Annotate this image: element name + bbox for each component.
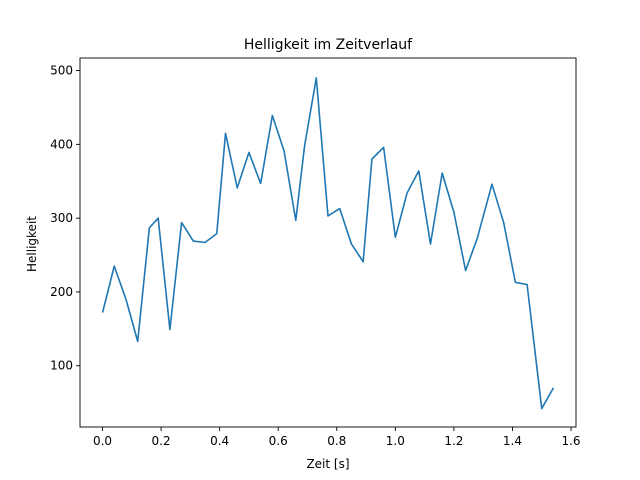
y-axis: 100 200 300 400 500 [50, 64, 80, 373]
y-tick-label: 500 [50, 64, 73, 78]
y-axis-label: Helligkeit [25, 216, 39, 272]
x-tick-label: 0.2 [152, 434, 171, 448]
plot-area [79, 57, 577, 428]
x-tick-label: 0.8 [327, 434, 346, 448]
y-tick-label: 300 [50, 211, 73, 225]
x-axis: 0.0 0.2 0.4 0.6 0.8 1.0 1.2 1.4 1.6 [93, 427, 581, 448]
plot-frame [79, 57, 577, 428]
x-tick-label: 0.6 [269, 434, 288, 448]
x-tick-label: 1.4 [503, 434, 522, 448]
chart-title: Helligkeit im Zeitverlauf [244, 37, 413, 53]
series-line-0 [101, 77, 555, 410]
x-tick-label: 0.0 [93, 434, 112, 448]
y-tick-label: 100 [50, 359, 73, 373]
x-tick-label: 1.2 [444, 434, 463, 448]
x-tick-label: 1.0 [386, 434, 405, 448]
x-tick-label: 1.6 [561, 434, 580, 448]
y-tick-label: 200 [50, 285, 73, 299]
y-tick-label: 400 [50, 137, 73, 151]
x-tick-label: 0.4 [210, 434, 229, 448]
x-axis-label: Zeit [s] [306, 457, 349, 471]
